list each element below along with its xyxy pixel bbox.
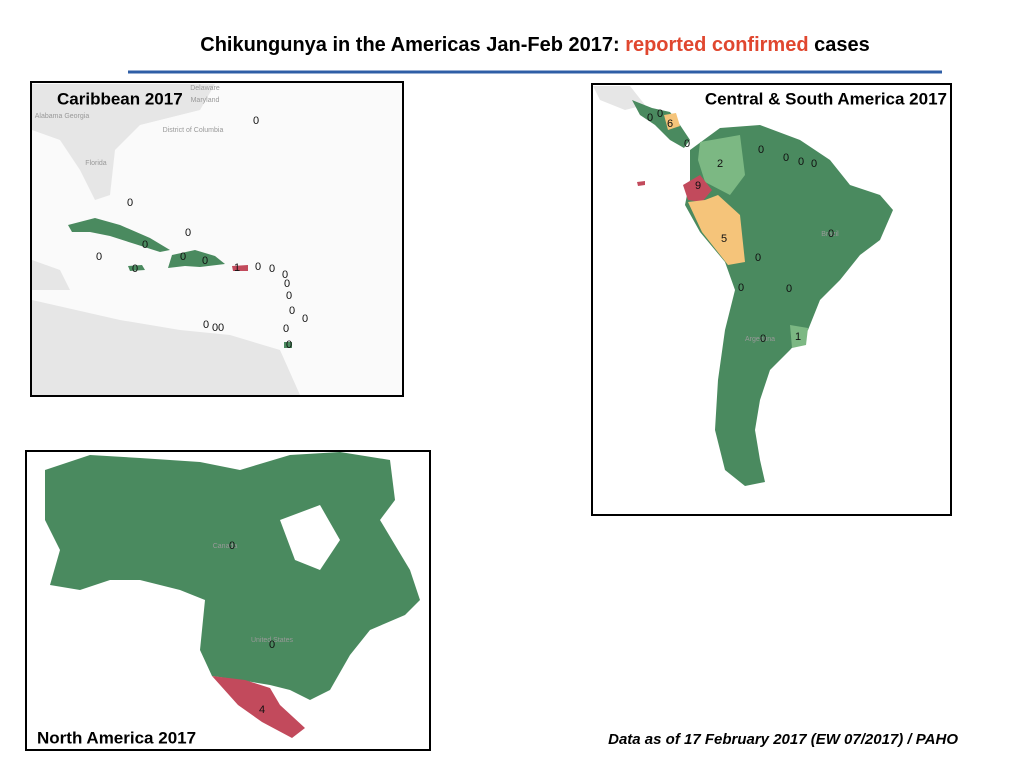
title-end: cases xyxy=(814,34,870,56)
case-count: 0 xyxy=(142,239,148,251)
mexico xyxy=(212,676,305,738)
jamaica xyxy=(128,265,145,271)
trinidad xyxy=(284,342,292,348)
uruguay xyxy=(790,325,808,348)
case-count: 0 xyxy=(180,251,186,263)
basemap-label: Brazil xyxy=(821,231,839,238)
case-count: 1 xyxy=(234,262,240,274)
panel-title: North America 2017 xyxy=(37,728,196,747)
case-count: 0 xyxy=(760,333,766,345)
puerto-rico xyxy=(232,265,248,271)
land-grey xyxy=(32,260,70,290)
case-count: 5 xyxy=(721,233,727,245)
case-count: 0 xyxy=(284,278,290,290)
case-count: 0 xyxy=(185,227,191,239)
panel-title: Caribbean 2017 xyxy=(57,89,183,108)
basemap-label: Alabama Georgia xyxy=(35,113,90,120)
colombia xyxy=(698,135,745,195)
case-count: 0 xyxy=(647,112,653,124)
case-count: 4 xyxy=(259,704,265,716)
central-america xyxy=(632,100,690,148)
basemap-label: Maryland xyxy=(191,97,220,104)
case-count: 0 xyxy=(127,197,133,209)
case-count: 0 xyxy=(828,228,834,240)
north-america xyxy=(45,452,420,700)
north-america-map: North America 2017 xyxy=(25,450,431,751)
case-count: 0 xyxy=(132,263,138,275)
peru xyxy=(688,195,745,265)
case-count: 0 xyxy=(282,269,288,281)
case-count: 0 xyxy=(283,323,289,335)
case-count: 0 xyxy=(286,290,292,302)
basemap-label: United States xyxy=(251,637,294,644)
basemap-label: Canada xyxy=(213,543,238,550)
hudson-bay xyxy=(280,505,340,570)
case-count: 0 xyxy=(218,322,224,334)
land-grey xyxy=(32,300,300,395)
source-note: Data as of 17 February 2017 (EW 07/2017)… xyxy=(608,731,958,748)
case-count: 0 xyxy=(229,540,235,552)
case-count: 0 xyxy=(255,261,261,273)
basemap-label: District of Columbia xyxy=(163,127,224,134)
nicaragua xyxy=(664,113,680,130)
case-count: 2 xyxy=(717,158,723,170)
case-count: 0 xyxy=(738,282,744,294)
case-count: 0 xyxy=(203,319,209,331)
ecuador xyxy=(683,175,712,202)
case-count: 0 xyxy=(302,313,308,325)
slide-title: Chikungunya in the Americas Jan-Feb 2017… xyxy=(200,34,869,56)
case-count: 0 xyxy=(269,263,275,275)
case-count: 0 xyxy=(253,115,259,127)
hispaniola xyxy=(168,250,225,268)
title-highlight: reported confirmed xyxy=(625,34,808,56)
land-grey xyxy=(593,86,645,110)
land-grey xyxy=(32,84,215,200)
case-count: 1 xyxy=(795,331,801,343)
case-count: 0 xyxy=(657,108,663,120)
cuba xyxy=(68,218,170,252)
basemap-label: Florida xyxy=(85,160,107,167)
case-count: 0 xyxy=(202,255,208,267)
case-count: 0 xyxy=(783,152,789,164)
case-count: 0 xyxy=(269,639,275,651)
case-count: 0 xyxy=(684,138,690,150)
case-count: 6 xyxy=(667,118,673,130)
case-count: 9 xyxy=(695,180,701,192)
case-count: 0 xyxy=(212,322,218,334)
case-count: 0 xyxy=(798,156,804,168)
basemap-label: Argentina xyxy=(745,336,775,343)
basemap-label: Delaware xyxy=(190,85,220,92)
case-count: 0 xyxy=(96,251,102,263)
galapagos xyxy=(637,181,645,186)
caribbean-map: Caribbean 2017 xyxy=(30,81,404,397)
south-america-map: Central & South America 2017 xyxy=(591,83,952,516)
case-count: 0 xyxy=(758,144,764,156)
title-start: Chikungunya in the Americas Jan-Feb 2017… xyxy=(200,34,619,56)
panel-title: Central & South America 2017 xyxy=(705,89,947,108)
case-count: 0 xyxy=(811,158,817,170)
case-count: 0 xyxy=(289,305,295,317)
case-count: 0 xyxy=(786,283,792,295)
case-count: 0 xyxy=(755,252,761,264)
case-count: 0 xyxy=(286,339,292,351)
